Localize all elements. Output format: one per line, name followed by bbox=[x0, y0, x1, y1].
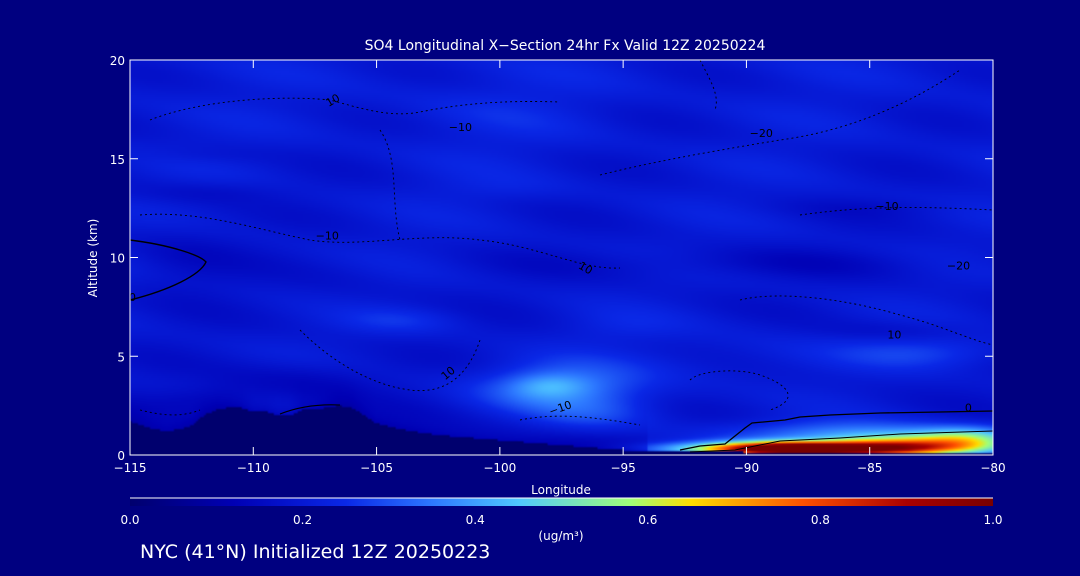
contour-dashed-6 bbox=[739, 295, 993, 346]
contour-dashed-7 bbox=[139, 409, 201, 416]
contour-dashed-11 bbox=[699, 60, 717, 111]
contour-label: 0 bbox=[129, 291, 136, 304]
colorbar bbox=[130, 498, 993, 506]
contour-label: 10 bbox=[887, 328, 901, 341]
y-axis: 0 5 10 15 20 bbox=[110, 54, 993, 463]
x-tick-label: −100 bbox=[483, 461, 516, 475]
x-tick-label: −105 bbox=[360, 461, 393, 475]
colorbar-tick-label: 0.6 bbox=[638, 513, 657, 527]
colorbar-tick-label: 0.4 bbox=[466, 513, 485, 527]
contour-dashed-8 bbox=[519, 415, 641, 426]
contour-dashed-10 bbox=[379, 129, 401, 241]
contour-inner-east bbox=[689, 430, 993, 453]
x-axis: −115 −110 −105 −100 −95 −90 −85 −80 bbox=[114, 60, 1006, 475]
colorbar-unit-label: (ug/m³) bbox=[538, 529, 583, 543]
x-tick-label: −110 bbox=[237, 461, 270, 475]
y-tick-label: 15 bbox=[110, 153, 125, 167]
x-tick-label: −115 bbox=[114, 461, 147, 475]
colorbar-tick-label: 0.8 bbox=[811, 513, 830, 527]
x-axis-label: Longitude bbox=[531, 483, 591, 497]
x-tick-label: −95 bbox=[610, 461, 635, 475]
contour-label: −20 bbox=[947, 259, 970, 272]
colorbar-tick-label: 0.2 bbox=[293, 513, 312, 527]
chart-title: SO4 Longitudinal X−Section 24hr Fx Valid… bbox=[365, 38, 766, 54]
y-tick-label: 0 bbox=[117, 449, 125, 463]
concentration-field bbox=[130, 60, 993, 455]
contour-rockies bbox=[279, 404, 341, 415]
contour-label: 0 bbox=[965, 402, 972, 415]
contour-label: 10 bbox=[324, 91, 343, 109]
contour-dashed-3 bbox=[599, 69, 961, 176]
colorbar-ticks: 0.0 0.2 0.4 0.6 0.8 1.0 bbox=[120, 497, 1003, 527]
colorbar-tick-label: 1.0 bbox=[983, 513, 1002, 527]
y-tick-label: 20 bbox=[110, 54, 125, 68]
contour-zero-west bbox=[130, 239, 207, 301]
contour-label: 10 bbox=[576, 259, 595, 277]
contour-label: −10 bbox=[875, 200, 898, 213]
footer-caption: NYC (41°N) Initialized 12Z 20250223 bbox=[140, 541, 491, 563]
contour-dashed-9 bbox=[799, 207, 993, 216]
y-tick-label: 5 bbox=[117, 350, 125, 364]
y-tick-label: 10 bbox=[110, 252, 125, 266]
contour-label: −10 bbox=[316, 230, 339, 243]
contour-label: −10 bbox=[449, 121, 472, 134]
x-tick-label: −80 bbox=[980, 461, 1005, 475]
colorbar-tick-label: 0.0 bbox=[120, 513, 139, 527]
contour-label: −20 bbox=[750, 127, 773, 140]
x-tick-label: −85 bbox=[857, 461, 882, 475]
y-axis-label: Altitude (km) bbox=[86, 219, 100, 298]
x-tick-label: −90 bbox=[734, 461, 759, 475]
contour-zero-east bbox=[679, 410, 993, 451]
